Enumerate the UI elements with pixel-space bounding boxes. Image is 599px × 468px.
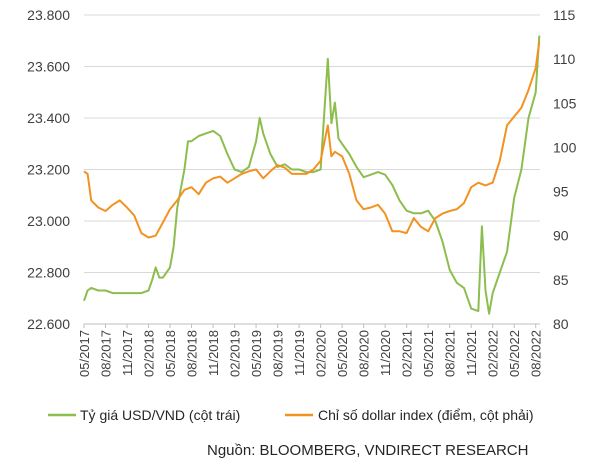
x-tick-label: 05/2019 <box>249 330 264 377</box>
x-tick-label: 11/2020 <box>378 330 393 376</box>
y-right-tick-label: 110 <box>553 51 576 67</box>
y-right-tick-label: 115 <box>553 7 576 23</box>
y-right-tick-label: 100 <box>553 139 577 155</box>
x-tick-label: 05/2020 <box>335 330 350 377</box>
y-left-tick-label: 23.800 <box>27 7 70 23</box>
y-right-tick-label: 90 <box>553 228 569 244</box>
series-line-usd-vnd <box>83 35 541 315</box>
x-tick-label: 02/2019 <box>228 330 243 377</box>
legend-label-usd-vnd: Tỷ giá USD/VND (cột trái) <box>80 407 240 423</box>
x-tick-label: 05/2022 <box>507 330 522 377</box>
x-tick-label: 05/2018 <box>163 330 178 377</box>
x-tick-label: 05/2017 <box>77 330 92 377</box>
x-tick-label: 05/2021 <box>421 330 436 377</box>
x-tick-label: 11/2021 <box>464 330 479 376</box>
y-left-tick-label: 23.000 <box>27 213 70 229</box>
x-tick-label: 08/2018 <box>185 330 200 377</box>
y-right-tick-label: 80 <box>553 316 569 332</box>
y-left-tick-label: 23.200 <box>27 162 70 178</box>
x-tick-label: 02/2021 <box>400 330 415 377</box>
x-tick-label: 02/2018 <box>142 330 157 377</box>
x-tick-label: 08/2021 <box>443 330 458 377</box>
gridlines <box>84 14 540 325</box>
x-tick-label: 11/2018 <box>206 330 221 376</box>
axes: 22.600 22.800 23.000 23.200 23.400 23.600 23.8… <box>27 7 576 377</box>
source-note: Nguồn: BLOOMBERG, VNDIRECT RESEARCH <box>207 442 528 459</box>
series-lines <box>83 35 541 315</box>
x-tick-label: 08/2017 <box>99 330 114 377</box>
y-right-tick-label: 95 <box>553 184 569 200</box>
y-left-tick-label: 22.600 <box>27 316 70 332</box>
legend: Tỷ giá USD/VND (cột trái) Chỉ số dollar … <box>48 407 534 423</box>
series-line-dollar-index <box>83 41 541 239</box>
x-tick-label: 11/2017 <box>120 330 135 376</box>
x-tick-label: 08/2022 <box>529 330 544 377</box>
x-tick-label: 11/2019 <box>292 330 307 376</box>
x-tick-label: 08/2019 <box>271 330 286 377</box>
y-right-tick-label: 105 <box>553 95 577 111</box>
legend-label-dollar-index: Chỉ số dollar index (điểm, cột phải) <box>318 407 534 423</box>
x-tick-label: 08/2020 <box>357 330 372 377</box>
y-left-tick-label: 22.800 <box>27 265 70 281</box>
x-tick-label: 02/2022 <box>486 330 501 377</box>
x-tick-label: 02/2020 <box>314 330 329 377</box>
y-right-tick-label: 85 <box>553 272 569 288</box>
y-left-tick-label: 23.600 <box>27 59 70 75</box>
y-left-tick-label: 23.400 <box>27 110 70 126</box>
